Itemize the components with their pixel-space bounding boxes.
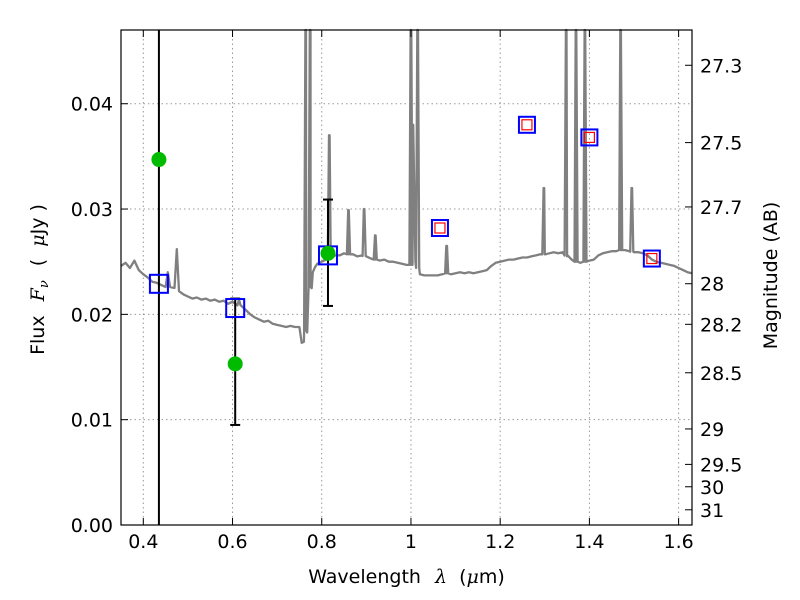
model-photometry-square — [517, 115, 536, 134]
model-photometry-square — [430, 219, 449, 237]
x-tick-label: 1.4 — [574, 531, 604, 553]
model-photometry-square — [225, 298, 246, 319]
y2-axis-label: Magnitude (AB) — [760, 202, 782, 350]
y2-tick-label: 28.5 — [700, 363, 742, 385]
plot-frame — [120, 29, 693, 526]
model-photometry-square — [148, 273, 169, 294]
y2-tick-label: 27.3 — [700, 55, 742, 77]
y-tick-label: 0.04 — [71, 94, 113, 116]
y-tick-label: 0.01 — [71, 410, 113, 432]
y2-tick-label: 30 — [700, 477, 724, 499]
observed-photometry-square — [521, 119, 533, 131]
observed-photometry-square — [646, 252, 658, 265]
x-tick-label: 1.2 — [485, 531, 515, 553]
y-tick-label: 0.02 — [71, 304, 113, 326]
model-photometry-square — [642, 249, 661, 268]
y2-tick-label: 29.5 — [700, 454, 742, 476]
model-spectrum-line — [120, 28, 693, 344]
y-axis-label: Flux Fν ( μJy ) — [27, 204, 53, 355]
x-tick-label: 0.8 — [307, 531, 337, 553]
observed-flux-point — [151, 152, 167, 168]
x-axis-label: Wavelength λ (μm) — [308, 566, 505, 588]
y2-tick-label: 28.2 — [700, 314, 742, 336]
model-photometry-square — [580, 128, 599, 147]
y2-tick-label: 27.7 — [700, 197, 742, 219]
axis-ticks: 0.4 0.6 0.8 1 1.2 1.4 1.6 0.00 0.01 0.02 0.03 0.04 2… — [71, 30, 742, 553]
y2-tick-label: 31 — [700, 500, 724, 522]
x-tick-label: 1 — [405, 531, 417, 553]
observed-photometry-square — [434, 222, 446, 234]
y2-tick-label: 29 — [700, 419, 724, 441]
grid — [121, 30, 692, 526]
y-tick-label: 0.00 — [71, 515, 113, 537]
x-tick-label: 0.6 — [217, 531, 247, 553]
observed-flux-point — [320, 245, 336, 261]
observed-flux-point — [227, 356, 243, 372]
x-tick-label: 0.4 — [128, 531, 158, 553]
y2-tick-label: 27.5 — [700, 133, 742, 155]
photometry-markers — [148, 30, 661, 525]
y2-tick-label: 28 — [700, 274, 724, 296]
y-tick-label: 0.03 — [71, 199, 113, 221]
model-spectrum — [120, 28, 693, 344]
x-tick-label: 1.6 — [664, 531, 694, 553]
observed-photometry-square — [583, 131, 595, 144]
